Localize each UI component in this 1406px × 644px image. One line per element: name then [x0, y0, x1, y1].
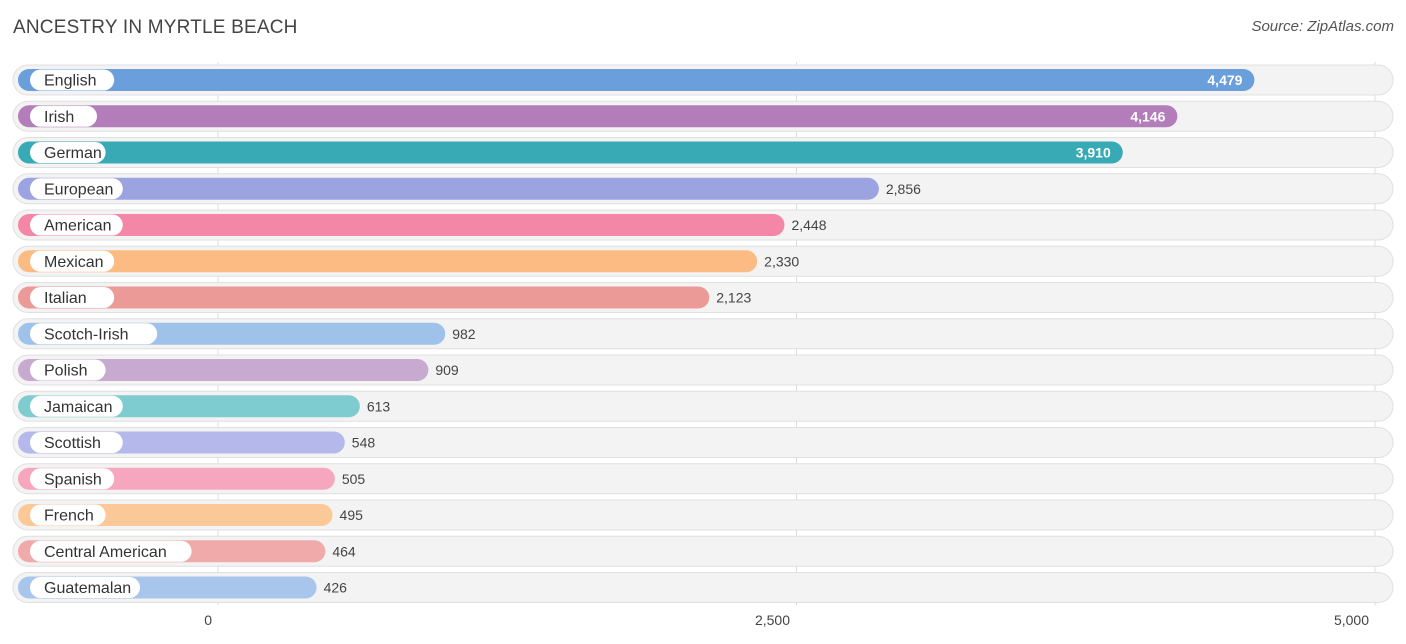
- x-tick-label: 0: [204, 612, 212, 628]
- category-label-pill: [30, 142, 106, 163]
- category-label-pill: [30, 504, 106, 526]
- category-label-pill: [30, 214, 123, 236]
- category-label: English: [44, 73, 96, 90]
- bar-american[interactable]: [18, 214, 785, 236]
- value-label: 548: [352, 435, 376, 451]
- bar-mexican[interactable]: [18, 250, 758, 273]
- chart-title: ANCESTRY IN MYRTLE BEACH: [13, 17, 298, 38]
- category-label: Irish: [44, 109, 74, 126]
- category-label-pill: [30, 178, 123, 200]
- value-label: 613: [367, 398, 391, 414]
- bar-irish[interactable]: [18, 105, 1178, 128]
- value-label: 4,479: [1207, 72, 1242, 88]
- category-label: European: [44, 181, 113, 198]
- category-label: German: [44, 145, 102, 162]
- category-label-pill: [30, 323, 158, 345]
- bar-european[interactable]: [18, 177, 879, 200]
- category-label: Scotch-Irish: [44, 326, 128, 343]
- category-label: Scottish: [44, 435, 101, 452]
- category-label-pill: [30, 395, 123, 417]
- bar-german[interactable]: [18, 141, 1123, 164]
- row-track: [12, 572, 1394, 603]
- value-label: 2,123: [716, 290, 751, 306]
- value-label: 909: [435, 362, 459, 378]
- value-label: 495: [340, 507, 364, 523]
- value-label: 4,146: [1130, 108, 1165, 124]
- category-label: American: [44, 218, 112, 235]
- category-label: Spanish: [44, 471, 102, 488]
- value-label: 464: [332, 543, 356, 559]
- value-label: 505: [342, 471, 366, 487]
- bar-english[interactable]: [18, 69, 1255, 91]
- category-label-pill: [30, 250, 115, 272]
- category-label-pill: [30, 69, 115, 91]
- row-track: [12, 499, 1394, 531]
- value-label: 3,910: [1076, 145, 1111, 161]
- value-label: 2,856: [886, 181, 921, 197]
- row-track: [12, 463, 1394, 495]
- category-label-pill: [30, 432, 123, 453]
- category-label-pill: [30, 287, 115, 308]
- value-label: 426: [324, 580, 348, 596]
- value-label: 982: [452, 326, 476, 342]
- category-label: Central American: [44, 544, 167, 561]
- category-label-pill: [30, 468, 115, 490]
- category-label-pill: [30, 540, 192, 562]
- value-label: 2,330: [764, 253, 799, 269]
- category-label-pill: [30, 359, 106, 381]
- category-label: Mexican: [44, 254, 104, 271]
- x-tick-label: 5,000: [1334, 612, 1369, 628]
- x-tick-label: 2,500: [755, 612, 790, 628]
- bar-italian[interactable]: [18, 286, 710, 309]
- category-label: Polish: [44, 363, 88, 380]
- category-label: French: [44, 508, 94, 525]
- category-label: Italian: [44, 290, 87, 307]
- bar-polish[interactable]: [18, 359, 429, 381]
- row-track: [12, 390, 1394, 422]
- source-credit: Source: ZipAtlas.com: [1251, 18, 1394, 35]
- category-label-pill: [30, 105, 97, 127]
- row-track: [12, 535, 1394, 567]
- category-label-pill: [30, 577, 140, 598]
- category-label: Jamaican: [44, 399, 112, 416]
- row-track: [12, 427, 1394, 458]
- category-label: Guatemalan: [44, 580, 131, 597]
- value-label: 2,448: [791, 217, 826, 233]
